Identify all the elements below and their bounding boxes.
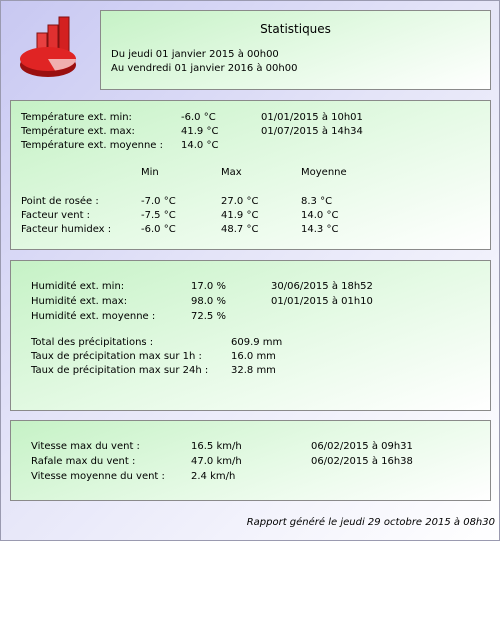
label: Facteur vent : — [21, 210, 91, 221]
value: 06/02/2015 à 09h31 — [311, 441, 413, 452]
value: 41.9 °C — [181, 126, 219, 137]
value: 16.5 km/h — [191, 441, 242, 452]
value: -6.0 °C — [181, 112, 216, 123]
value: 41.9 °C — [221, 210, 259, 221]
value: 14.0 °C — [181, 140, 219, 151]
value: -7.5 °C — [141, 210, 176, 221]
value: 8.3 °C — [301, 196, 333, 207]
value: -6.0 °C — [141, 224, 176, 235]
label: Point de rosée : — [21, 196, 99, 207]
period: Au vendredi 01 janvier 2016 à 00h00 — [111, 63, 298, 74]
label: Taux de précipitation max sur 24h : — [31, 365, 209, 376]
value: 01/01/2015 à 01h10 — [271, 296, 373, 307]
value: 72.5 % — [191, 311, 226, 322]
value: 30/06/2015 à 18h52 — [271, 281, 373, 292]
value: 609.9 mm — [231, 337, 283, 348]
column-header: Max — [221, 167, 242, 178]
label: Humidité ext. min: — [31, 281, 125, 292]
value: 01/07/2015 à 14h34 — [261, 126, 363, 137]
value: 98.0 % — [191, 296, 226, 307]
period: Du jeudi 01 janvier 2015 à 00h00 — [111, 49, 279, 60]
value: 47.0 km/h — [191, 456, 242, 467]
label: Humidité ext. moyenne : — [31, 311, 156, 322]
temperature-box: Température ext. min: -6.0 °C 01/01/2015 à… — [10, 100, 491, 250]
report-panel: Statistiques Du jeudi 01 janvier 2015 à 0… — [0, 0, 500, 541]
label: Température ext. min: — [21, 112, 132, 123]
value: 01/01/2015 à 10h01 — [261, 112, 363, 123]
label: Température ext. max: — [21, 126, 135, 137]
value: 32.8 mm — [231, 365, 276, 376]
footer: Rapport généré le jeudi 29 octobre 2015 … — [246, 517, 495, 528]
header-box: Statistiques Du jeudi 01 janvier 2015 à 0… — [100, 10, 491, 90]
value: 16.0 mm — [231, 351, 276, 362]
label: Total des précipitations : — [31, 337, 154, 348]
label: Vitesse moyenne du vent : — [31, 471, 165, 482]
label: Température ext. moyenne : — [21, 140, 164, 151]
column-header: Min — [141, 167, 159, 178]
value: 06/02/2015 à 16h38 — [311, 456, 413, 467]
value: 48.7 °C — [221, 224, 259, 235]
stats-icon — [20, 16, 76, 77]
label: Rafale max du vent : — [31, 456, 136, 467]
label: Vitesse max du vent : — [31, 441, 140, 452]
value: 14.3 °C — [301, 224, 339, 235]
title: Statistiques — [260, 22, 331, 36]
value: 14.0 °C — [301, 210, 339, 221]
wind-box: Vitesse max du vent : 16.5 km/h 06/02/2015… — [10, 420, 491, 501]
label: Facteur humidex : — [21, 224, 112, 235]
value: 27.0 °C — [221, 196, 259, 207]
value: 2.4 km/h — [191, 471, 236, 482]
label: Taux de précipitation max sur 1h : — [31, 351, 202, 362]
label: Humidité ext. max: — [31, 296, 128, 307]
humidity-box: Humidité ext. min: 17.0 % 30/06/2015 à 18h… — [10, 260, 491, 411]
column-header: Moyenne — [301, 167, 347, 178]
value: -7.0 °C — [141, 196, 176, 207]
value: 17.0 % — [191, 281, 226, 292]
